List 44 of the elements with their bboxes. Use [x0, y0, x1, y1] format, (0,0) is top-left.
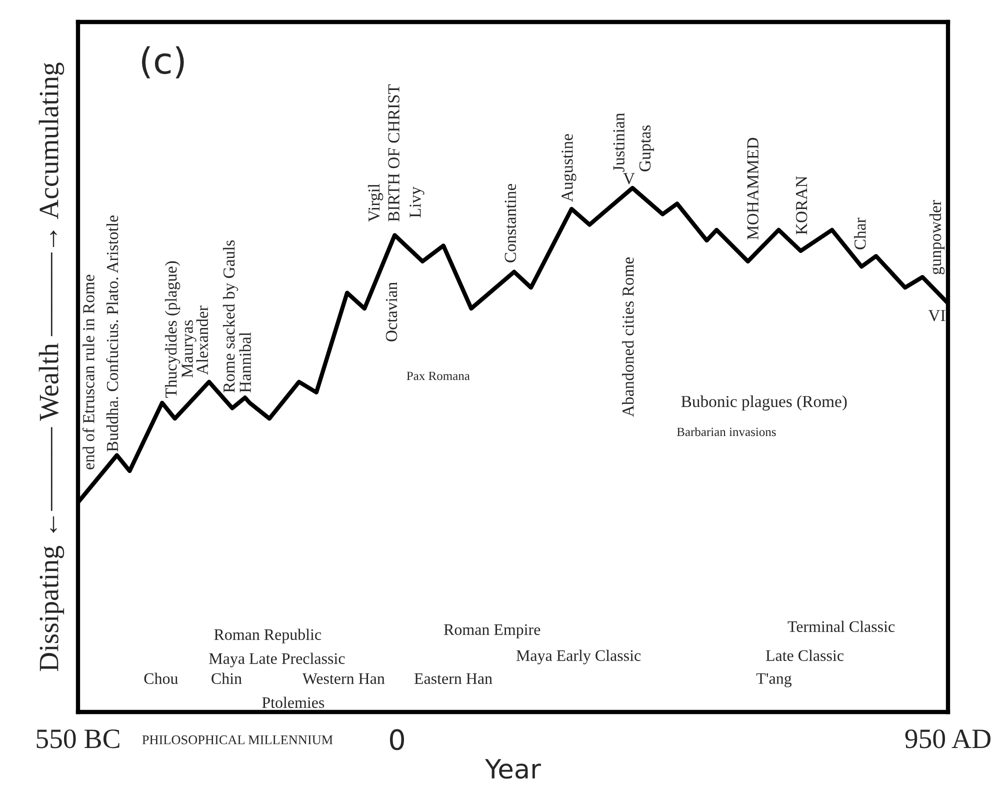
annotation: Rome sacked by Gauls — [222, 240, 238, 393]
annotation: Char — [854, 218, 866, 250]
annotation: VI — [928, 310, 946, 322]
annotation: KORAN — [796, 176, 808, 235]
annotation: MOHAMMED — [747, 138, 758, 240]
annotation: Roman Empire — [444, 624, 540, 638]
x-tick-label: 550 BC — [36, 729, 120, 748]
annotation: end of Etruscan rule in Rome — [82, 274, 94, 470]
annotation: Maya Late Preclassic — [209, 652, 345, 668]
y-axis-title: Dissipating ←——— Wealth ———→ Accumulating — [38, 62, 64, 672]
annotation: Roman Republic — [214, 628, 322, 644]
text: Guptas — [639, 125, 654, 172]
annotation: Octavian — [386, 282, 398, 342]
annotation: Late Classic — [766, 650, 844, 661]
annotation: Buddha. Confucius. Plato. Aristotle — [106, 216, 118, 452]
annotation: Alexander — [196, 306, 208, 375]
annotation: Livy — [410, 186, 424, 218]
annotation: Eastern Han — [414, 673, 492, 684]
annotation: Abandoned cities Rome — [622, 257, 634, 417]
annotation: Barbarian invasions — [676, 427, 776, 436]
annotation: gunpowder — [929, 200, 945, 274]
annotation: Hannibal — [239, 332, 251, 393]
chart-title: (c) — [142, 46, 184, 78]
annotation: T'ang — [756, 673, 792, 688]
annotation: Mauryas — [182, 320, 196, 378]
annotation: Thucydides (plague) — [164, 261, 180, 398]
annotation: Terminal Classic — [788, 620, 895, 632]
x-tick-label: 0 — [390, 729, 404, 750]
annotation: Pax Romana — [406, 372, 470, 380]
text: Justinian — [613, 112, 624, 172]
annotation: Maya Early Classic — [516, 650, 641, 664]
annotation: Augustine — [562, 134, 576, 202]
annotation: BIRTH OF CHRIST — [388, 84, 400, 222]
x-tick-label: 950 AD — [905, 729, 990, 748]
annotation: Chin — [212, 672, 242, 684]
x-axis-title: Year — [485, 759, 541, 779]
text: V — [623, 173, 635, 184]
annotation: Constantine — [504, 184, 516, 262]
text: PHILOSOPHICAL MILLENNIUM — [142, 735, 333, 744]
annotation: Bubonic plagues (Rome) — [681, 395, 847, 411]
annotation: Chou — [144, 672, 178, 684]
annotation: Western Han — [302, 673, 385, 684]
annotation: Virgil — [368, 184, 384, 222]
annotation: Ptolemies — [262, 696, 324, 708]
